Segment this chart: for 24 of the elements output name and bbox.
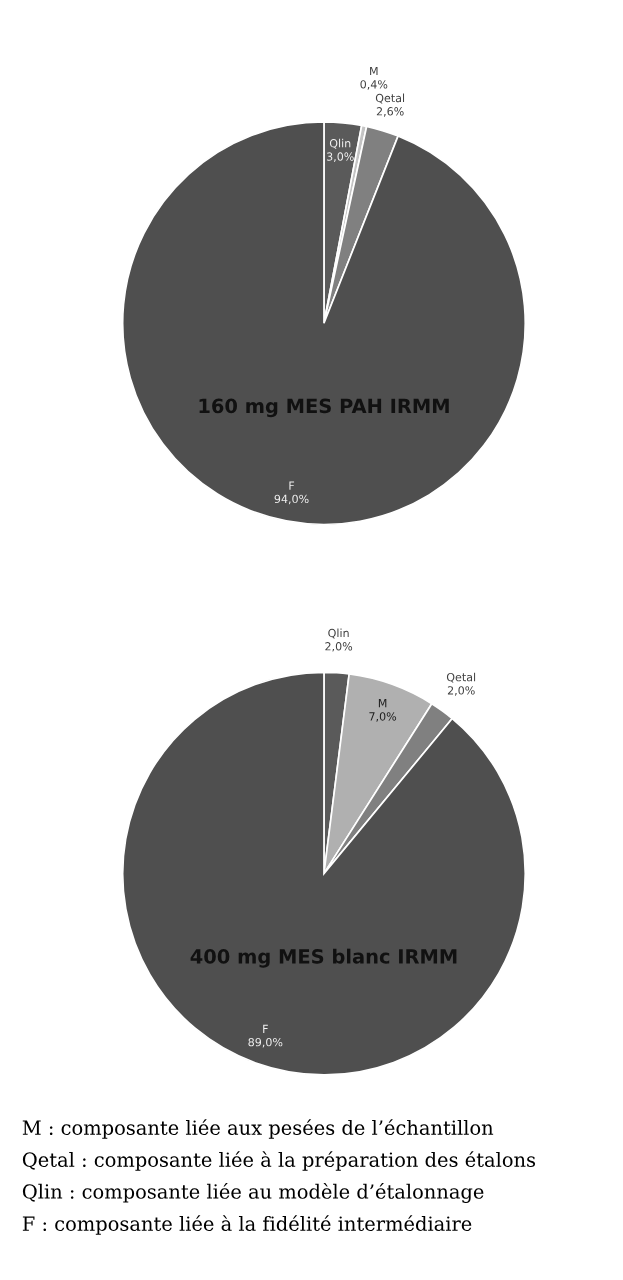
text: Qetal : composante liée à la préparation des étalons [22,1151,536,1171]
text: 160 mg MES PAH IRMM [199,398,449,418]
slice-label: F [289,481,295,490]
text: Qlin : composante liée au modèle d’étalonnage [22,1183,484,1203]
data-label: 2,6% [376,107,404,117]
slice-label: Qlin [329,138,351,149]
data-label: 0,4% [360,80,388,90]
data-label: 89,0% [248,1037,283,1048]
slice-label: Qetal [446,672,476,683]
slice-label: Qlin [328,628,349,639]
slice-label: M [378,699,387,708]
data-label: 2,0% [325,642,353,652]
slice-label: M [370,66,378,76]
slice-label: Qetal [375,93,405,104]
slice-label: F [263,1024,268,1033]
pie-slice [121,671,527,1076]
data-label: 2,0% [447,686,475,696]
data-label: 7,0% [369,712,397,722]
text: F : composante liée à la fidélité intermédiaire [22,1215,472,1235]
text: M : composante liée aux pesées de l’échantillon [22,1119,494,1139]
text: 400 mg MES blanc IRMM [190,948,457,968]
data-label: 3,0% [326,152,354,162]
data-label: 94,0% [274,494,309,505]
pie-slice [121,121,527,526]
